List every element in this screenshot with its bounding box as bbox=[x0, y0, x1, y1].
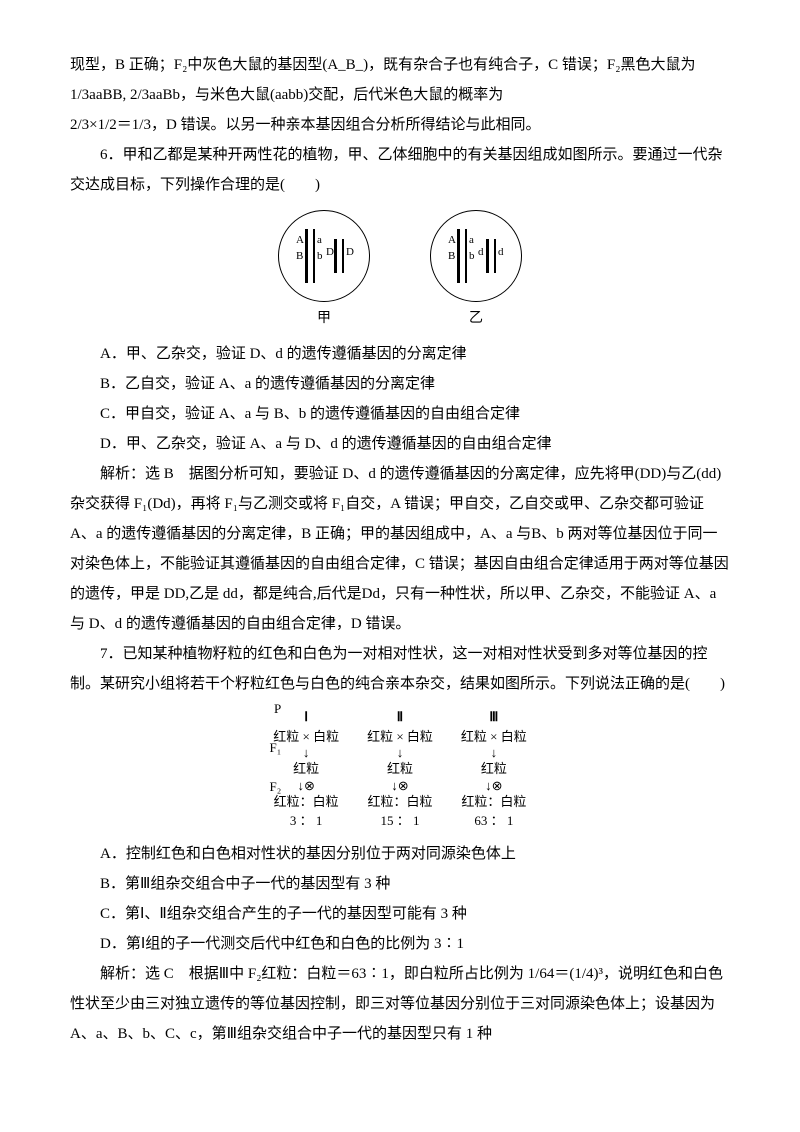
q6-option-b: B．乙自交，验证 A、a 的遗传遵循基因的分离定律 bbox=[70, 369, 730, 399]
cell-yi: A B a b d d bbox=[430, 210, 522, 302]
q6-option-d: D．甲、乙杂交，验证 A、a 与 D、d 的遗传遵循基因的自由组合定律 bbox=[70, 429, 730, 459]
cell-jia: A B a b D D bbox=[278, 210, 370, 302]
q7-option-d: D．第Ⅰ组的子一代测交后代中红色和白色的比例为 3∶1 bbox=[70, 929, 730, 959]
q7-option-c: C．第Ⅰ、Ⅱ组杂交组合产生的子一代的基因型可能有 3 种 bbox=[70, 899, 730, 929]
q7-option-b: B．第Ⅲ组杂交组合中子一代的基因型有 3 种 bbox=[70, 869, 730, 899]
q7-analysis: 解析：选 C 根据Ⅲ中 F₂红粒：白粒＝63∶1，即白粒所占比例为 1/64＝(… bbox=[70, 959, 730, 1049]
q7-option-a: A．控制红色和白色相对性状的基因分别位于两对同源染色体上 bbox=[70, 839, 730, 869]
q7-figure: P F₁ F₂ Ⅰ 红粒 × 白粒 ↓ 红粒 ↓⊗ 红粒：白粒 3 ： 1 Ⅱ bbox=[273, 699, 527, 839]
q6-option-c: C．甲自交，验证 A、a 与 B、b 的遗传遵循基因的自由组合定律 bbox=[70, 399, 730, 429]
q6-analysis: 解析：选 B 据图分析可知，要验证 D、d 的遗传遵循基因的分离定律，应先将甲(… bbox=[70, 459, 730, 639]
q6-stem: 6．甲和乙都是某种开两性花的植物，甲、乙体细胞中的有关基因组成如图所示。要通过一… bbox=[70, 140, 730, 200]
cross-group-2: Ⅱ 红粒 × 白粒 ↓ 红粒 ↓⊗ 红粒：白粒 15 ： 1 bbox=[367, 707, 433, 831]
q6-option-a: A．甲、乙杂交，验证 D、d 的遗传遵循基因的分离定律 bbox=[70, 339, 730, 369]
q6-diagram: A B a b D D 甲 A B a b d d bbox=[70, 210, 730, 333]
cross-group-1: Ⅰ 红粒 × 白粒 ↓ 红粒 ↓⊗ 红粒：白粒 3 ： 1 bbox=[273, 707, 339, 831]
label-jia: 甲 bbox=[278, 305, 370, 333]
continuation-text-2: 2/3×1/2＝1/3，D 错误。以另一种亲本基因组合分析所得结论与此相同。 bbox=[70, 110, 730, 140]
cross-group-3: Ⅲ 红粒 × 白粒 ↓ 红粒 ↓⊗ 红粒：白粒 63 ： 1 bbox=[461, 707, 527, 831]
q7-stem: 7．已知某种植物籽粒的红色和白色为一对相对性状，这一对相对性状受到多对等位基因的… bbox=[70, 639, 730, 699]
continuation-text: 现型，B 正确；F₂中灰色大鼠的基因型(A_B_)，既有杂合子也有纯合子，C 错… bbox=[70, 50, 730, 110]
label-yi: 乙 bbox=[430, 305, 522, 333]
